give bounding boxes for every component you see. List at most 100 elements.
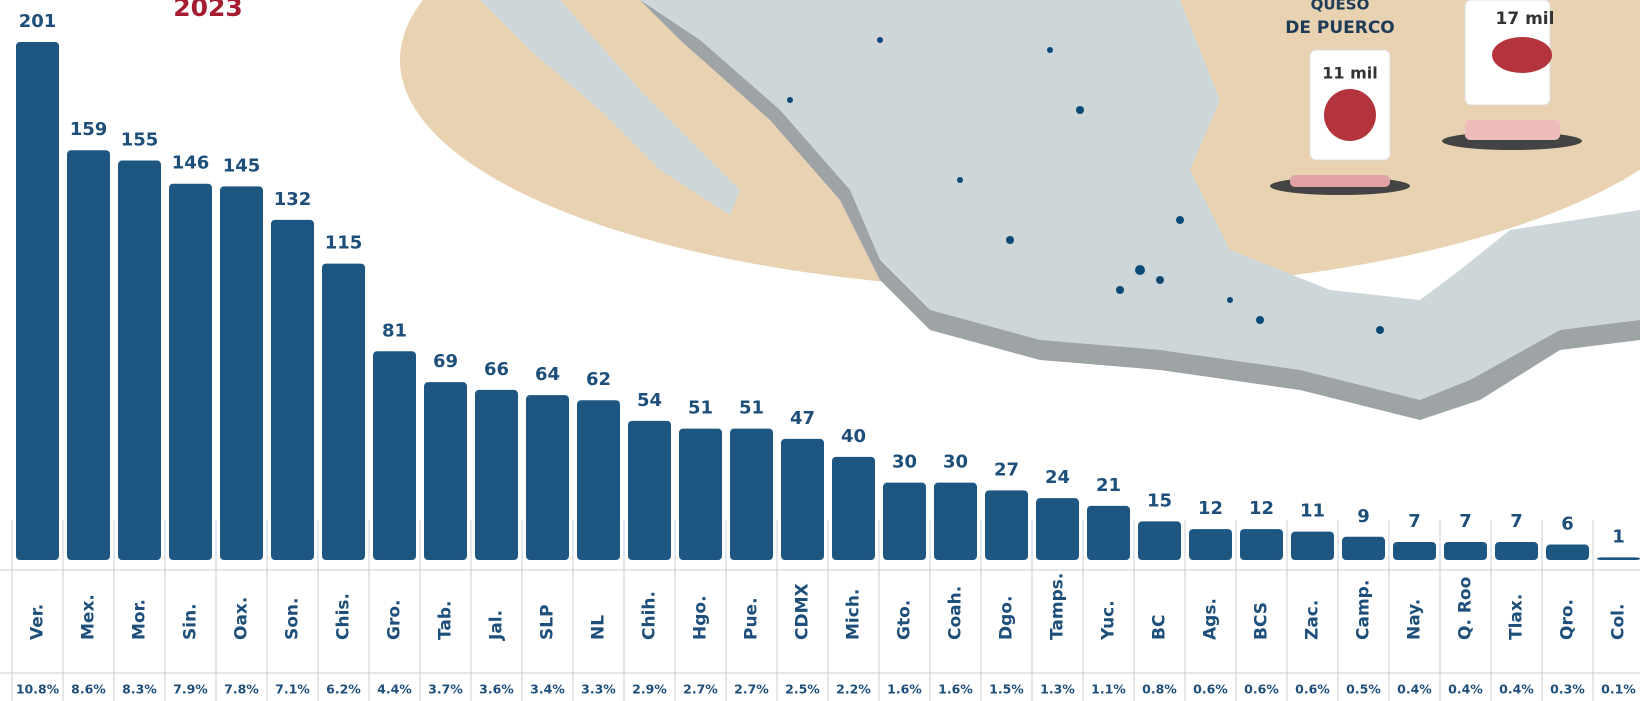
share-label: 3.6% bbox=[479, 682, 514, 697]
bar bbox=[679, 428, 722, 560]
share-label: 0.4% bbox=[1499, 682, 1534, 697]
share-label: 7.8% bbox=[224, 682, 259, 697]
x-tick-label: Pue. bbox=[742, 597, 762, 640]
value-label: 62 bbox=[586, 369, 611, 390]
slice bbox=[1465, 120, 1560, 140]
bar bbox=[373, 351, 416, 560]
salami bbox=[1324, 89, 1376, 141]
annotation: DE PUERCO bbox=[1285, 18, 1395, 38]
share-label: 0.4% bbox=[1397, 682, 1432, 697]
share-label: 3.7% bbox=[428, 682, 463, 697]
share-label: 0.6% bbox=[1244, 682, 1279, 697]
map-points bbox=[787, 37, 1384, 334]
x-tick-label: Gto. bbox=[895, 600, 915, 640]
share-label: 7.9% bbox=[173, 682, 208, 697]
x-tick-label: Oax. bbox=[232, 597, 252, 640]
value-label: 51 bbox=[739, 398, 764, 419]
x-tick-label: Son. bbox=[283, 598, 303, 640]
bar bbox=[1444, 541, 1487, 560]
share-label: 6.2% bbox=[326, 682, 361, 697]
value-label: 115 bbox=[325, 233, 363, 254]
bar bbox=[1342, 536, 1385, 560]
share-label: 2.5% bbox=[785, 682, 820, 697]
share-label: 8.6% bbox=[71, 682, 106, 697]
x-tick-label: Nay. bbox=[1405, 599, 1425, 640]
x-tick-label: Ags. bbox=[1201, 598, 1221, 640]
share-label: 10.8% bbox=[16, 682, 60, 697]
bar bbox=[118, 160, 161, 561]
bar bbox=[1291, 531, 1334, 560]
value-label: 7 bbox=[1459, 511, 1472, 532]
x-tick-label: Mex. bbox=[79, 594, 99, 640]
bar bbox=[16, 42, 59, 560]
value-label: 12 bbox=[1198, 498, 1223, 519]
value-label: 69 bbox=[433, 351, 458, 372]
bar bbox=[730, 428, 773, 560]
value-label: 132 bbox=[274, 189, 312, 210]
share-label: 1.6% bbox=[887, 682, 922, 697]
bar bbox=[985, 490, 1028, 560]
x-tick-label: BCS bbox=[1252, 602, 1272, 640]
x-tick-label: Chis. bbox=[334, 593, 354, 640]
value-label: 12 bbox=[1249, 498, 1274, 519]
share-label: 1.6% bbox=[938, 682, 973, 697]
bar bbox=[322, 263, 365, 560]
bar bbox=[67, 150, 110, 560]
value-label: 6 bbox=[1561, 514, 1574, 535]
share-label: 0.5% bbox=[1346, 682, 1381, 697]
x-tick-label: Sin. bbox=[181, 603, 201, 640]
value-label: 155 bbox=[121, 130, 159, 151]
x-tick-label: Jal. bbox=[487, 610, 507, 641]
bar bbox=[220, 186, 263, 560]
bar bbox=[1189, 529, 1232, 560]
value-label: 7 bbox=[1510, 511, 1523, 532]
value-label: 54 bbox=[637, 390, 662, 411]
share-label: 3.3% bbox=[581, 682, 616, 697]
share-label: 1.1% bbox=[1091, 682, 1126, 697]
value-label: 66 bbox=[484, 359, 509, 380]
value-label: 201 bbox=[19, 11, 57, 32]
x-tick-label: Mor. bbox=[130, 599, 150, 640]
share-label: 0.6% bbox=[1193, 682, 1228, 697]
share-label: 0.8% bbox=[1142, 682, 1177, 697]
bar bbox=[934, 482, 977, 560]
bar bbox=[169, 183, 212, 561]
value-label: 159 bbox=[70, 119, 108, 140]
x-tick-label: CDMX bbox=[793, 583, 813, 640]
value-label: 1 bbox=[1612, 526, 1625, 547]
x-tick-label: Tab. bbox=[436, 600, 456, 640]
bar bbox=[1138, 521, 1181, 560]
bar bbox=[424, 382, 467, 560]
x-tick-label: NL bbox=[589, 615, 609, 640]
share-label: 2.7% bbox=[683, 682, 718, 697]
value-label: 51 bbox=[688, 398, 713, 419]
bar bbox=[1393, 541, 1436, 560]
share-label: 8.3% bbox=[122, 682, 157, 697]
share-label: 7.1% bbox=[275, 682, 310, 697]
bar bbox=[577, 400, 620, 560]
value-label: 11 bbox=[1300, 501, 1325, 522]
bar bbox=[781, 438, 824, 560]
value-label: 30 bbox=[892, 452, 917, 473]
share-label: 0.4% bbox=[1448, 682, 1483, 697]
x-tick-label: Hgo. bbox=[691, 595, 711, 640]
share-label: 1.3% bbox=[1040, 682, 1075, 697]
bar bbox=[883, 482, 926, 560]
x-tick-label: Tamps. bbox=[1048, 573, 1068, 640]
map-land bbox=[640, 0, 1640, 400]
x-tick-label: SLP bbox=[538, 604, 558, 640]
x-tick-label: Dgo. bbox=[997, 596, 1017, 640]
share-label: 3.4% bbox=[530, 682, 565, 697]
value-label: 64 bbox=[535, 364, 560, 385]
x-tick-label: Mich. bbox=[844, 589, 864, 640]
annotation: 11 mil bbox=[1322, 64, 1377, 83]
bar bbox=[832, 456, 875, 560]
value-label: 145 bbox=[223, 155, 261, 176]
share-label: 4.4% bbox=[377, 682, 412, 697]
bar bbox=[1036, 498, 1079, 560]
share-label: 0.3% bbox=[1550, 682, 1585, 697]
x-tick-label: Q. Roo bbox=[1456, 577, 1476, 640]
x-tick-label: Camp. bbox=[1354, 580, 1374, 640]
value-label: 27 bbox=[994, 459, 1019, 480]
